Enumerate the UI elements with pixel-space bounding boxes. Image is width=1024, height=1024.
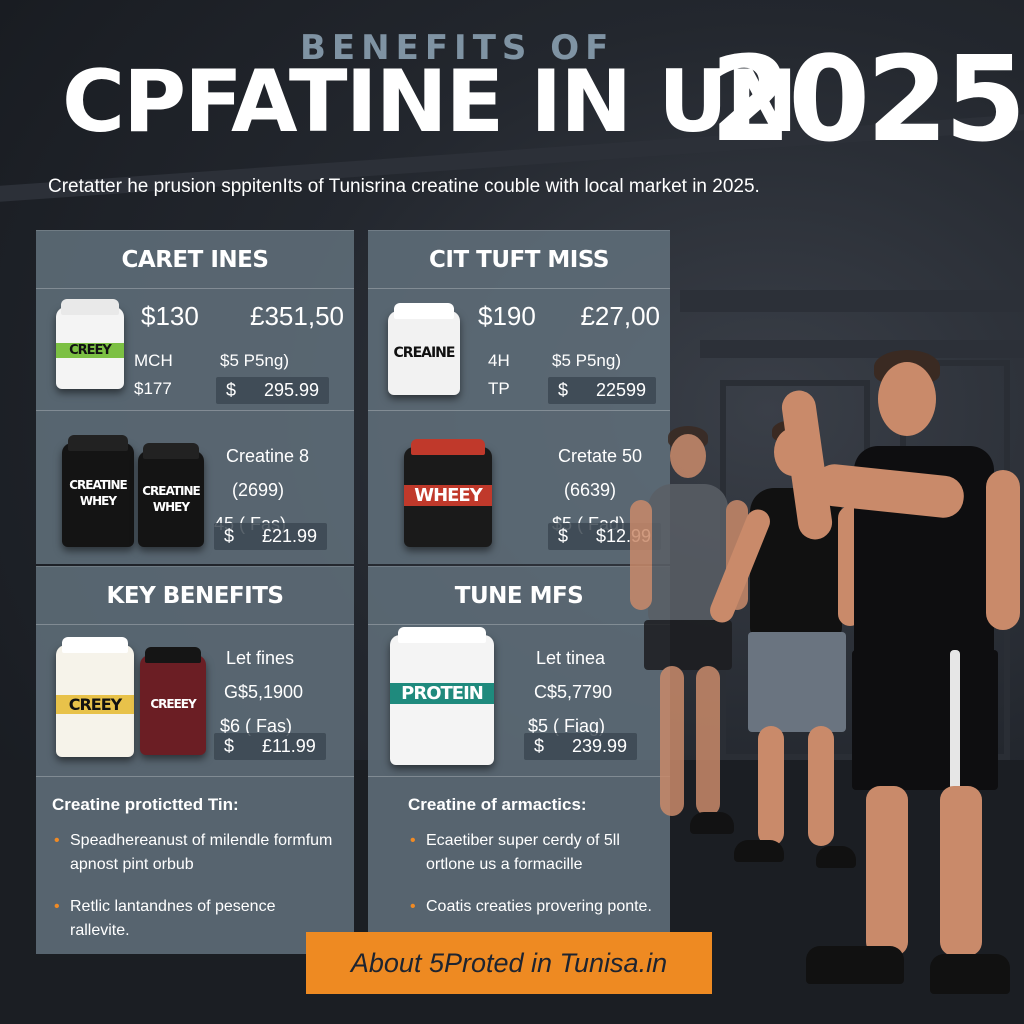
supplement-jar-icon: CREEY	[56, 299, 124, 389]
panel-title: CARET INES	[36, 231, 354, 289]
product-row: CREEY CREEEY Let fines G$5,1900 $6 ( Fas…	[36, 625, 354, 777]
product-row: WHEEY Cretate 50 (6639) $5 ( Fad) $$12.9…	[368, 411, 670, 563]
panel-tune-mfs: TUNE MFS PROTEIN Let tinea C$5,7790 $5 (…	[368, 566, 670, 934]
price-chip: $22599	[548, 377, 657, 404]
product-row: CREAINE $190 £27,00 4H TP $5 P5ng) $2259…	[368, 289, 670, 411]
product-code: (2699)	[232, 480, 285, 500]
product-label: 4H	[488, 351, 510, 370]
supplement-jar-icon: CREATINE WHEY	[138, 443, 204, 547]
supplement-jar-icon: PROTEIN	[390, 627, 494, 765]
supplement-jar-icon: CREEY	[56, 637, 134, 757]
product-code: C$5,7790	[534, 682, 613, 702]
headline-year: 2025	[710, 30, 1024, 168]
price-a: $130	[141, 301, 199, 331]
headline-kicker: BENEFITS OF	[300, 28, 615, 68]
panel-caret-ines: CARET INES CREEY $130 £351,50 MCH $177 $…	[36, 230, 354, 564]
product-code: (6639)	[564, 480, 617, 500]
price-chip: $239.99	[524, 733, 638, 760]
panel-title: KEY BENEFITS	[36, 567, 354, 625]
note-item: Speadhereanust of milendle formfum apnos…	[52, 829, 338, 877]
supplement-jar-icon: CREAINE	[388, 303, 460, 395]
subtitle: Cretatter he prusion sppitenIts of Tunis…	[48, 176, 760, 197]
product-weight: $6 ( Fas)	[220, 716, 293, 736]
notes: Creatine of armactics: Ecaetiber super c…	[368, 777, 670, 919]
headline-title: CPFATINE IN UN	[62, 52, 798, 152]
price-a: $190	[478, 301, 536, 331]
product-weight: $5 P5ng)	[552, 351, 621, 370]
price-chip: $ £21.99	[214, 523, 328, 550]
price-b: £351,50	[250, 301, 344, 331]
product-name: Let fines	[226, 648, 295, 668]
price-b: £27,00	[580, 301, 660, 331]
product-price-label: TP	[488, 379, 510, 398]
panel-title: TUNE MFS	[368, 567, 670, 625]
panel-key-benefits: KEY BENEFITS CREEY CREEEY Let fines G$5,…	[36, 566, 354, 954]
product-label: MCH	[134, 351, 173, 370]
product-name: Creatine 8	[226, 446, 310, 466]
panel-title: CIT TUFT MISS	[368, 231, 670, 289]
panel-cit-tuft-miss: CIT TUFT MISS CREAINE $190 £27,00 4H TP …	[368, 230, 670, 564]
product-row: CREEY $130 £351,50 MCH $177 $5 P5ng) $29…	[36, 289, 354, 411]
supplement-jar-icon: CREEEY	[140, 647, 206, 755]
notes-heading: Creatine protictted Tin:	[52, 795, 239, 814]
about-button[interactable]: About 5Proted in Tunisa.in	[306, 932, 712, 994]
product-price-label: $177	[134, 379, 172, 398]
product-row: CREATINE WHEY CREATINE WHEY Creatine 8 (…	[36, 411, 354, 563]
product-code: G$5,1900	[224, 682, 304, 702]
note-item: Ecaetiber super cerdy of 5ll ortlone us …	[408, 829, 654, 877]
notes: Creatine protictted Tin: Speadhereanust …	[36, 777, 354, 943]
athlete-figure	[779, 350, 1020, 1000]
note-item: Coatis creaties provering ponte.	[408, 895, 654, 919]
price-chip: $ £11.99	[214, 733, 326, 760]
notes-heading: Creatine of armactics:	[408, 795, 587, 814]
supplement-jar-icon: WHEEY	[404, 439, 492, 547]
supplement-jar-icon: CREATINE WHEY	[62, 435, 134, 547]
note-item: Retlic lantandnes of pesence rallevite.	[52, 895, 338, 943]
price-chip: $295.99	[216, 377, 330, 404]
product-name: Cretate 50	[558, 446, 643, 466]
product-name: Let tinea	[536, 648, 606, 668]
product-weight: $5 ( Fiag)	[528, 716, 606, 736]
product-weight: $5 P5ng)	[220, 351, 289, 370]
product-row: PROTEIN Let tinea C$5,7790 $5 ( Fiag) $2…	[368, 625, 670, 777]
